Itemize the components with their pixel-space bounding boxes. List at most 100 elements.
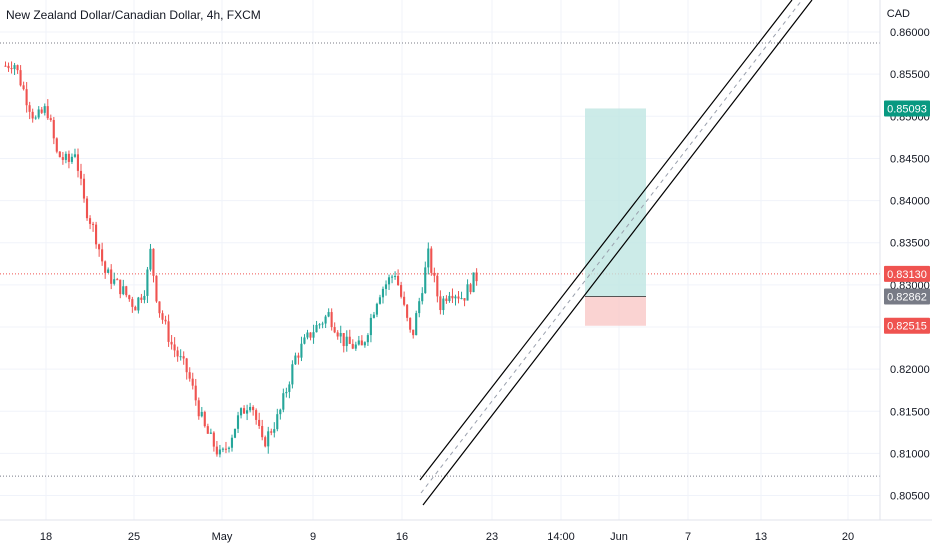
- candle: [333, 322, 336, 334]
- position-tool[interactable]: [585, 108, 646, 326]
- candle-body: [306, 332, 309, 338]
- candle-body: [360, 340, 363, 346]
- y-tick-label: 0.82000: [890, 364, 930, 376]
- candle: [454, 294, 457, 306]
- candle-body: [176, 350, 179, 357]
- candle: [445, 295, 448, 304]
- candle: [125, 285, 128, 298]
- candle-body: [122, 286, 125, 295]
- candle-body: [173, 344, 176, 351]
- candle: [110, 264, 113, 290]
- candle-body: [424, 267, 427, 294]
- price-label-text: 0.82515: [887, 321, 927, 333]
- candle-body: [261, 426, 264, 438]
- candle-body: [270, 431, 273, 433]
- candle: [387, 274, 391, 290]
- candle: [348, 329, 351, 345]
- candle-body: [185, 358, 188, 373]
- candle: [378, 294, 381, 305]
- candle: [369, 313, 372, 343]
- candle: [312, 324, 315, 344]
- candle: [82, 173, 86, 203]
- grid: [0, 0, 880, 520]
- channel-lower-line: [422, 0, 813, 506]
- x-tick-label: 9: [310, 531, 316, 543]
- candle: [76, 148, 79, 178]
- candle-body: [70, 156, 73, 162]
- x-tick-label: 20: [842, 531, 854, 543]
- candle: [418, 297, 421, 318]
- candle-body: [276, 414, 279, 430]
- candle: [224, 441, 227, 454]
- candle-body: [318, 324, 321, 326]
- candle: [67, 150, 70, 169]
- candle: [122, 279, 125, 296]
- candle: [339, 325, 342, 344]
- candle-body: [82, 178, 86, 199]
- candle-body: [463, 298, 466, 301]
- candle: [291, 360, 294, 389]
- candle-body: [152, 248, 155, 276]
- x-tick-label: Jun: [610, 531, 628, 543]
- candle-body: [52, 120, 55, 139]
- price-axis[interactable]: 0.860000.855000.850000.845000.840000.835…: [879, 0, 930, 520]
- candle: [400, 281, 403, 299]
- candle-body: [167, 321, 170, 342]
- candle: [288, 381, 291, 399]
- candle: [273, 422, 276, 438]
- candle-body: [249, 406, 252, 411]
- candle-body: [149, 248, 152, 270]
- candle: [52, 116, 55, 145]
- currency-label: CAD: [886, 8, 910, 20]
- candle: [372, 311, 375, 319]
- candle: [351, 339, 354, 350]
- candle-body: [357, 340, 360, 345]
- candle: [318, 323, 321, 329]
- candle: [469, 282, 472, 295]
- candle-body: [4, 65, 7, 67]
- candle-body: [64, 153, 67, 160]
- candle-body: [164, 319, 167, 322]
- chart-title: New Zealand Dollar/Canadian Dollar, 4h, …: [6, 8, 261, 22]
- candle: [212, 431, 215, 452]
- trend-channel[interactable]: [419, 0, 813, 506]
- candle: [25, 82, 28, 113]
- candle: [442, 295, 445, 315]
- candle-body: [218, 449, 221, 455]
- candle-body: [381, 288, 385, 298]
- candle: [176, 346, 179, 362]
- candle-body: [433, 272, 436, 276]
- y-tick-label: 0.81500: [890, 406, 930, 418]
- candle-body: [336, 332, 339, 337]
- candle-body: [230, 437, 234, 448]
- candle-body: [366, 335, 369, 343]
- loss-zone: [585, 296, 646, 326]
- candle-body: [236, 415, 240, 429]
- candle-body: [300, 343, 303, 358]
- candle-body: [191, 378, 194, 386]
- candle: [239, 407, 243, 419]
- candle-body: [212, 432, 215, 447]
- candle-body: [351, 343, 354, 349]
- candle: [430, 246, 433, 276]
- channel-upper-line: [419, 0, 793, 481]
- candle-body: [113, 279, 116, 284]
- candle-body: [73, 154, 76, 157]
- x-tick-label: 14:00: [547, 531, 575, 543]
- candle-body: [282, 393, 285, 410]
- candle-body: [330, 312, 333, 328]
- candle-body: [119, 279, 122, 295]
- candle: [345, 330, 348, 352]
- candle: [206, 423, 209, 434]
- candle: [424, 261, 427, 294]
- candle: [252, 405, 255, 416]
- candle: [357, 335, 360, 346]
- candle-body: [58, 151, 61, 158]
- time-axis[interactable]: 18 25 May 9 16 23 14:00 Jun 7 13 20: [0, 519, 932, 543]
- candle: [203, 410, 206, 428]
- candle-body: [315, 325, 318, 333]
- candle: [37, 106, 40, 120]
- candle: [209, 428, 212, 435]
- candle-body: [197, 400, 200, 417]
